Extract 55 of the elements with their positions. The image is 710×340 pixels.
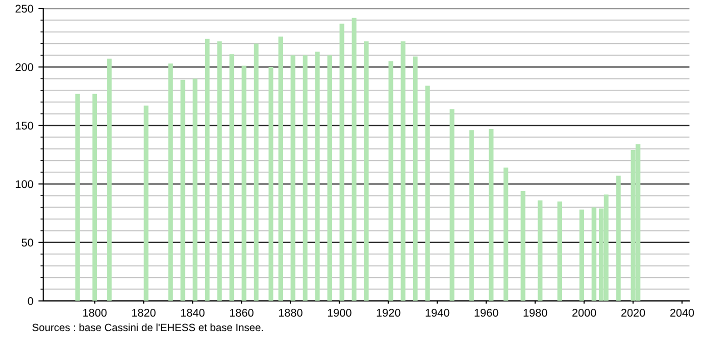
bar bbox=[254, 44, 259, 301]
x-tick-label: 1860 bbox=[230, 308, 254, 317]
x-tick-label: 1920 bbox=[376, 308, 400, 317]
bar bbox=[592, 207, 596, 301]
bar bbox=[180, 80, 186, 301]
bar bbox=[364, 41, 369, 301]
bar bbox=[229, 54, 234, 301]
bar bbox=[579, 210, 584, 301]
bar bbox=[217, 41, 222, 301]
y-tick-label: 100 bbox=[16, 180, 34, 188]
bar bbox=[315, 52, 320, 301]
bar bbox=[412, 56, 418, 301]
y-tick-label: 200 bbox=[16, 63, 34, 72]
bar bbox=[616, 176, 621, 301]
bar bbox=[340, 24, 344, 301]
bar bbox=[488, 128, 494, 301]
x-tick-label: 2020 bbox=[621, 308, 646, 317]
bar bbox=[290, 55, 296, 301]
y-tick-label: 0 bbox=[28, 297, 34, 306]
bar bbox=[469, 130, 474, 301]
bar bbox=[204, 38, 210, 301]
bar bbox=[107, 58, 112, 301]
bar bbox=[388, 61, 394, 301]
x-tick-label: 1820 bbox=[132, 308, 156, 317]
x-tick-label: 1900 bbox=[328, 308, 352, 317]
bar bbox=[144, 106, 148, 301]
bar bbox=[557, 201, 562, 301]
bar bbox=[278, 36, 284, 301]
y-tick-label: 250 bbox=[16, 4, 34, 13]
bar bbox=[192, 78, 198, 301]
bar bbox=[242, 66, 246, 301]
bar bbox=[268, 66, 274, 301]
bar bbox=[450, 109, 454, 301]
y-tick-label: 50 bbox=[22, 238, 34, 247]
bar bbox=[352, 18, 356, 301]
bar bbox=[75, 94, 80, 301]
bar bbox=[504, 168, 508, 301]
x-tick-label: 1880 bbox=[278, 308, 302, 317]
x-tick-label: 1840 bbox=[181, 308, 205, 317]
bar bbox=[302, 55, 308, 301]
bar bbox=[327, 55, 332, 301]
bar bbox=[538, 200, 542, 301]
x-tick-label: 1940 bbox=[426, 308, 450, 317]
x-tick-label: 2040 bbox=[670, 308, 694, 317]
bar bbox=[92, 94, 98, 301]
bar bbox=[425, 86, 430, 301]
x-tick-label: 1800 bbox=[83, 308, 107, 317]
y-tick-label: 150 bbox=[16, 122, 34, 130]
bar bbox=[168, 63, 173, 301]
x-tick-label: 1960 bbox=[474, 308, 498, 317]
source-note: Sources : base Cassini de l'EHESS et base Insee. bbox=[32, 323, 263, 332]
x-tick-label: 1980 bbox=[524, 308, 548, 317]
bar bbox=[520, 190, 526, 301]
x-tick-label: 2000 bbox=[572, 308, 596, 317]
bar bbox=[400, 41, 406, 301]
